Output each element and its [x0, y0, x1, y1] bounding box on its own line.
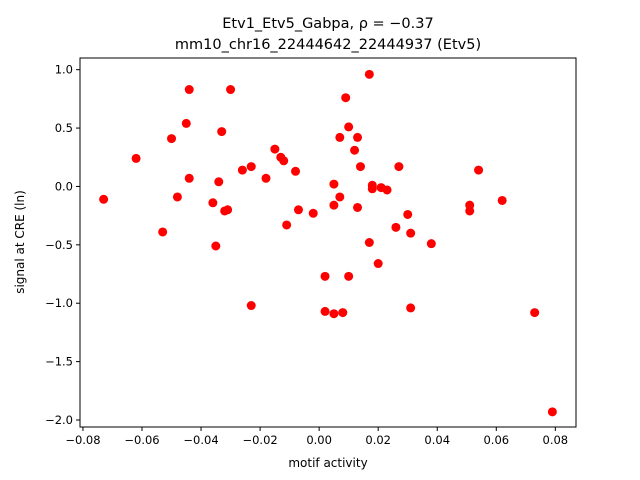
data-point	[353, 202, 363, 212]
data-point	[291, 166, 301, 176]
data-point	[465, 206, 475, 216]
data-point	[355, 162, 365, 172]
y-tick-label: 0.0	[55, 179, 73, 193]
data-point	[497, 195, 507, 205]
y-axis-label: signal at CRE (ln)	[13, 190, 27, 294]
data-point	[364, 69, 374, 79]
data-point	[211, 241, 221, 251]
x-tick-label: 0.02	[365, 433, 391, 447]
data-point	[329, 200, 339, 210]
axis-ticks: −0.08 −0.06 −0.04 −0.02 0.00 0.02 0.04 0.06 0.08…	[45, 63, 568, 447]
data-point	[282, 220, 292, 230]
chart-title-line2: mm10_chr16_22444642_22444937 (Etv5)	[175, 37, 481, 53]
x-tick-label: 0.08	[543, 433, 569, 447]
data-point	[184, 85, 194, 95]
y-tick-label: −1.5	[45, 355, 73, 369]
y-tick-label: −2.0	[45, 413, 73, 427]
y-tick-label: −0.5	[45, 238, 73, 252]
data-point	[406, 303, 416, 313]
data-point	[270, 144, 280, 154]
data-point	[344, 271, 354, 281]
data-point	[308, 208, 318, 218]
x-tick-label: −0.06	[124, 433, 159, 447]
data-point	[329, 309, 339, 319]
x-tick-label: −0.08	[65, 433, 100, 447]
data-point	[367, 184, 377, 194]
data-point	[223, 205, 233, 215]
x-tick-label: 0.04	[424, 433, 450, 447]
y-tick-label: 1.0	[55, 63, 73, 77]
data-point	[353, 132, 363, 142]
data-point	[237, 165, 247, 175]
data-point	[403, 209, 413, 219]
data-point	[217, 127, 227, 137]
data-point	[530, 308, 540, 318]
data-point	[131, 153, 141, 163]
data-point	[99, 194, 109, 204]
data-point	[426, 239, 436, 249]
y-tick-label: −1.0	[45, 296, 73, 310]
chart-title-line1: Etv1_Etv5_Gabpa, ρ = −0.37	[222, 16, 433, 32]
data-point	[406, 228, 416, 238]
data-point	[181, 118, 191, 128]
data-point	[391, 222, 401, 232]
x-tick-label: −0.04	[183, 433, 218, 447]
data-point	[167, 134, 177, 144]
data-point	[208, 198, 218, 208]
data-point	[246, 162, 256, 172]
data-point	[547, 407, 557, 417]
data-point	[172, 192, 182, 202]
data-point	[214, 177, 224, 187]
data-point	[364, 238, 374, 247]
x-tick-label: 0.06	[483, 433, 509, 447]
data-point	[279, 156, 289, 166]
plot-frame	[79, 57, 577, 428]
data-point	[184, 173, 194, 183]
x-tick-label: −0.02	[242, 433, 277, 447]
data-point	[320, 271, 330, 281]
data-point	[394, 162, 404, 172]
data-points	[99, 69, 557, 417]
data-point	[344, 122, 354, 132]
data-point	[293, 205, 303, 215]
x-tick-label: 0.00	[306, 433, 332, 447]
data-point	[341, 93, 351, 103]
data-point	[320, 306, 330, 316]
y-tick-label: 0.5	[55, 121, 73, 135]
data-point	[338, 308, 348, 318]
x-axis-label: motif activity	[288, 456, 367, 470]
data-point	[158, 227, 168, 237]
data-point	[373, 259, 383, 269]
data-point	[350, 145, 360, 155]
data-point	[335, 132, 345, 142]
data-point	[261, 173, 271, 183]
data-point	[329, 179, 339, 189]
data-point	[382, 185, 392, 195]
data-point	[246, 301, 256, 311]
data-point	[335, 192, 345, 202]
data-point	[226, 85, 236, 95]
data-point	[474, 165, 484, 175]
